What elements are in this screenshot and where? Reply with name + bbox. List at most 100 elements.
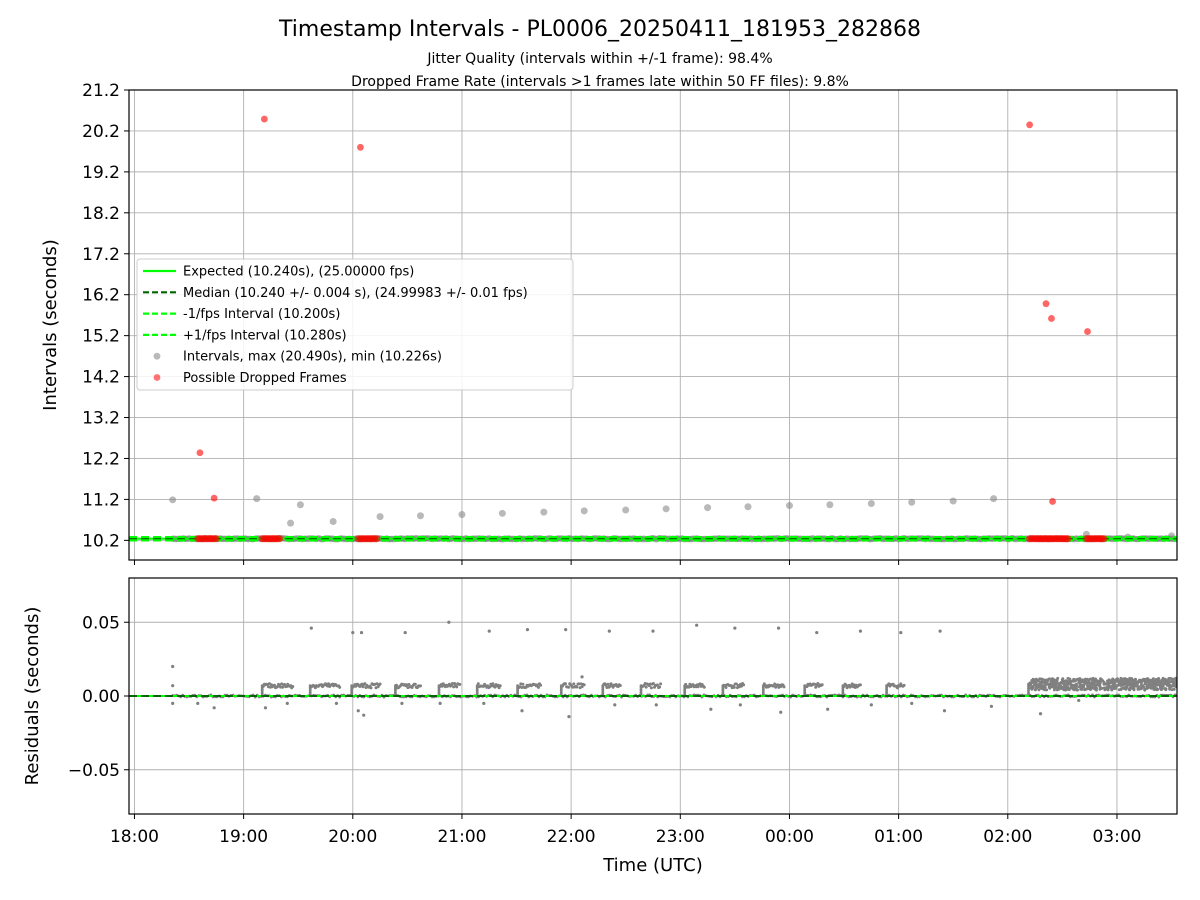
residual-segment-point-16 — [1147, 678, 1151, 682]
residual-segment-ramp-7 — [559, 684, 563, 688]
intervals-y-tick-label-6: 16.2 — [82, 286, 120, 306]
residual-outlier-point-7 — [309, 626, 313, 630]
residual-segment-ramp-15 — [885, 684, 888, 688]
residual-segment-point-16 — [1092, 678, 1096, 682]
residual-outlier-point-4 — [212, 706, 216, 710]
x-tick-label-02:00: 02:00 — [983, 827, 1032, 847]
residual-segment-point-16 — [1067, 688, 1071, 692]
residual-segment-point-15 — [896, 686, 899, 690]
residual-segment-point-13 — [820, 683, 824, 687]
dropped-frame-point-7 — [1049, 498, 1056, 505]
residual-segment-point-11 — [742, 683, 746, 687]
residual-segment-point-4 — [451, 682, 454, 685]
residual-segment-point-8 — [606, 682, 610, 686]
residual-segment-point-4 — [455, 685, 459, 689]
residual-segment-point-16 — [1163, 681, 1167, 685]
residual-segment-point-9 — [659, 682, 663, 686]
residual-segment-point-16 — [1052, 680, 1056, 684]
interval-outlier-point-4 — [329, 518, 337, 526]
residual-segment-point-16 — [1072, 679, 1076, 683]
interval-outlier-point-8 — [498, 509, 506, 517]
residual-segment-point-16 — [1167, 681, 1171, 685]
residual-outlier-point-17 — [482, 701, 486, 705]
residual-segment-point-16 — [1145, 683, 1149, 687]
residual-segment-ramp-16 — [1027, 682, 1030, 686]
residual-segment-point-6 — [521, 682, 525, 686]
intervals-y-tick-label-0: 10.2 — [82, 531, 120, 551]
residual-segment-ramp-1 — [308, 684, 312, 688]
residual-outlier-point-22 — [567, 715, 571, 719]
residual-segment-point-16 — [1155, 683, 1159, 687]
residual-segment-point-16 — [1114, 686, 1118, 690]
residual-outlier-point-21 — [564, 628, 568, 632]
residual-segment-point-16 — [1082, 679, 1086, 683]
residual-segment-point-16 — [1111, 677, 1115, 681]
residual-segment-point-9 — [658, 685, 662, 689]
residual-outlier-point-16 — [447, 620, 451, 624]
residual-segment-point-16 — [1159, 680, 1163, 684]
residual-segment-ramp-16 — [1027, 690, 1030, 694]
residual-outlier-point-30 — [733, 626, 737, 630]
residual-segment-point-16 — [1077, 681, 1081, 684]
intervals-y-tick-label-8: 18.2 — [82, 204, 120, 224]
residual-segment-point-16 — [1140, 686, 1144, 690]
residual-segment-point-0 — [281, 685, 285, 689]
residual-segment-point-5 — [491, 682, 495, 686]
residual-segment-point-16 — [1102, 682, 1106, 686]
residual-segment-point-9 — [644, 685, 648, 689]
intervals-plot: 10.2 11.2 12.2 13.2 14.2 15.2 16.2 17.2 18.2 19.2… — [40, 81, 1178, 565]
residual-segment-point-16 — [1037, 688, 1041, 692]
interval-outlier-point-20 — [990, 495, 998, 503]
intervals-y-tick-label-10: 20.2 — [82, 122, 120, 142]
residual-segment-point-6 — [537, 685, 540, 689]
residual-segment-point-16 — [1131, 686, 1135, 690]
residual-outlier-point-12 — [362, 713, 366, 717]
x-tick-label-03:00: 03:00 — [1092, 827, 1141, 847]
interval-outlier-point-16 — [826, 501, 834, 509]
residual-segment-point-16 — [1115, 677, 1119, 681]
residual-segment-point-0 — [273, 683, 276, 687]
residual-segment-point-16 — [1171, 677, 1175, 681]
interval-outlier-point-1 — [253, 495, 261, 503]
residual-segment-point-7 — [577, 682, 581, 686]
residual-outlier-point-20 — [525, 628, 530, 632]
residual-segment-point-11 — [724, 686, 728, 689]
residual-segment-point-16 — [1062, 679, 1065, 683]
residual-outlier-point-25 — [613, 703, 617, 707]
residual-segment-point-16 — [1106, 686, 1110, 690]
residual-segment-point-16 — [1053, 683, 1057, 687]
legend-label-2: -1/fps Interval (10.200s) — [183, 307, 340, 322]
legend-swatch-4 — [153, 352, 161, 360]
legend-label-3: +1/fps Interval (10.280s) — [183, 328, 347, 343]
residual-segment-point-16 — [1035, 686, 1038, 690]
residual-segment-point-16 — [1061, 685, 1065, 689]
residual-outlier-point-13 — [400, 701, 404, 705]
residual-outlier-point-18 — [487, 629, 491, 633]
residual-segment-point-16 — [1057, 686, 1061, 690]
residual-segment-point-16 — [1045, 678, 1049, 682]
residual-segment-point-16 — [1141, 678, 1145, 682]
residual-outlier-point-28 — [695, 623, 699, 627]
residual-segment-point-16 — [1133, 679, 1137, 683]
residual-segment-point-3 — [413, 682, 417, 686]
residual-segment-point-16 — [1071, 687, 1075, 691]
residual-segment-point-16 — [1065, 687, 1069, 691]
residual-segment-point-16 — [1127, 688, 1131, 691]
residual-outlier-point-26 — [651, 629, 655, 633]
residual-segment-point-16 — [1149, 686, 1153, 690]
residual-segment-point-6 — [539, 683, 543, 687]
residual-segment-point-16 — [1137, 687, 1141, 691]
residual-segment-ramp-10 — [683, 684, 687, 688]
residual-segment-ramp-11 — [721, 684, 725, 688]
interval-outlier-point-0 — [169, 496, 177, 504]
dropped-frame-point-3 — [357, 143, 364, 151]
dropped-frame-cluster-point-2 — [373, 535, 381, 543]
residual-segment-point-16 — [1167, 684, 1171, 688]
interval-outlier-point-17 — [867, 500, 875, 508]
residual-segment-point-16 — [1062, 682, 1066, 686]
residual-segment-point-16 — [1130, 679, 1134, 683]
dropped-frame-point-0 — [196, 449, 204, 457]
dropped-frame-point-6 — [1048, 315, 1055, 322]
residual-segment-point-16 — [1073, 683, 1077, 687]
residual-segment-point-16 — [1059, 684, 1062, 688]
